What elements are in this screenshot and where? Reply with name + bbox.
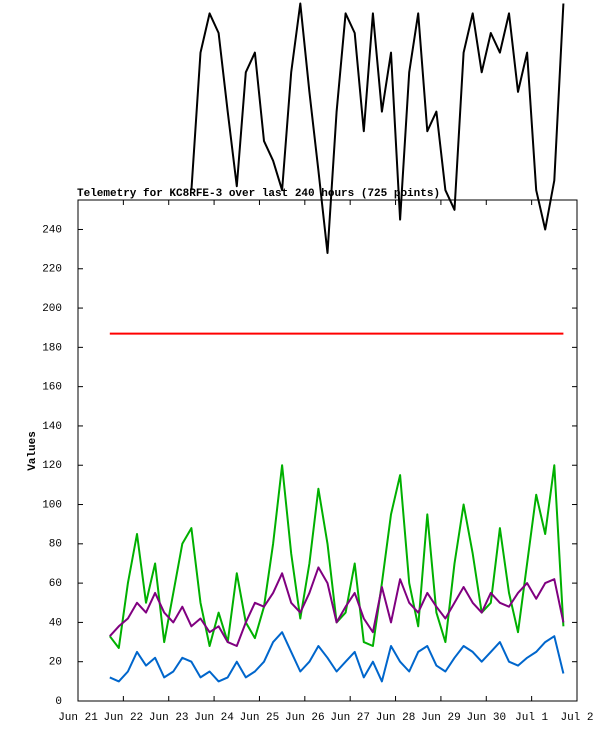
y-tick-label: 40	[49, 617, 62, 629]
y-tick-label: 60	[49, 578, 62, 590]
y-tick-label: 220	[42, 264, 62, 276]
y-tick-label: 180	[42, 342, 62, 354]
y-tick-label: 240	[42, 224, 62, 236]
x-tick-label: Jun 22	[104, 712, 144, 724]
chart-title: Telemetry for KC8RFE-3 over last 240 hou…	[77, 188, 440, 200]
y-tick-label: 160	[42, 382, 62, 394]
y-tick-label: 80	[49, 539, 62, 551]
x-tick-label: Jun 25	[240, 712, 280, 724]
x-tick-label: Jun 24	[194, 712, 234, 724]
x-tick-label: Jul 1	[515, 712, 548, 724]
x-tick-label: Jun 21	[58, 712, 98, 724]
x-tick-label: Jun 30	[466, 712, 506, 724]
y-tick-label: 120	[42, 460, 62, 472]
x-tick-label: Jun 23	[149, 712, 189, 724]
x-tick-label: Jul 2	[560, 712, 593, 724]
y-tick-label: 20	[49, 657, 62, 669]
y-axis-label: Values	[27, 431, 39, 471]
series-line	[109, 631, 565, 683]
x-tick-label: Jun 27	[330, 712, 370, 724]
plot-frame	[77, 199, 578, 702]
y-tick-label: 0	[55, 696, 62, 708]
x-tick-label: Jun 29	[421, 712, 461, 724]
y-tick-label: 140	[42, 421, 62, 433]
y-tick-label: 200	[42, 303, 62, 315]
x-tick-label: Jun 28	[376, 712, 416, 724]
series-line	[109, 566, 565, 647]
x-tick-label: Jun 26	[285, 712, 325, 724]
y-tick-label: 100	[42, 499, 62, 511]
series-line	[190, 2, 565, 254]
